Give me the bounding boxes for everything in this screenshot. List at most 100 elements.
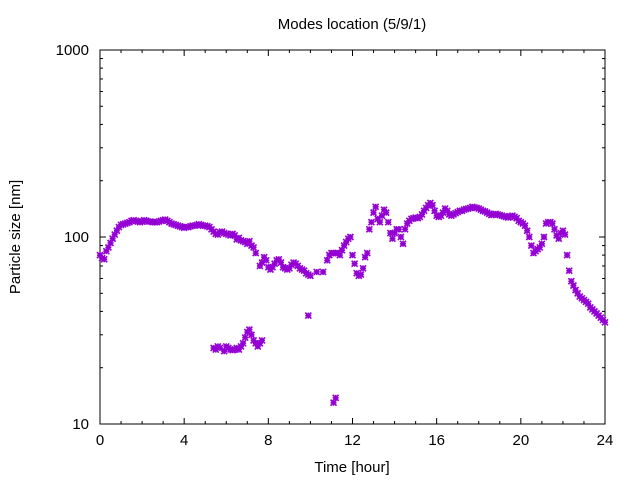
data-point xyxy=(443,207,451,215)
chart-title: Modes location (5/9/1) xyxy=(278,16,426,33)
data-point xyxy=(374,215,382,223)
data-point xyxy=(109,235,117,243)
data-point xyxy=(521,222,529,230)
data-point xyxy=(561,231,569,239)
data-point xyxy=(359,264,367,272)
data-point xyxy=(104,243,112,251)
data-point xyxy=(220,347,228,355)
data-point xyxy=(386,229,394,237)
data-point xyxy=(271,260,279,268)
data-point xyxy=(111,231,119,239)
data-point xyxy=(106,239,115,247)
data-point xyxy=(365,225,373,233)
y-tick-label: 100 xyxy=(64,229,89,246)
data-point xyxy=(338,246,346,254)
data-point xyxy=(601,318,609,326)
data-point xyxy=(351,260,359,268)
x-tick-label: 20 xyxy=(512,432,529,449)
data-point xyxy=(285,264,293,272)
data-point xyxy=(247,331,256,339)
data-point xyxy=(553,231,561,239)
data-point xyxy=(323,256,331,264)
data-point xyxy=(231,231,239,239)
data-point xyxy=(262,256,270,264)
data-point xyxy=(395,225,403,233)
data-point xyxy=(268,263,277,271)
data-point xyxy=(563,251,571,259)
data-point xyxy=(388,235,397,243)
data-point xyxy=(384,218,392,226)
data-point xyxy=(569,281,578,290)
data-point xyxy=(277,258,285,267)
data-point xyxy=(241,333,249,342)
x-tick-label: 12 xyxy=(344,432,361,449)
data-point xyxy=(237,236,245,244)
data-point xyxy=(523,227,531,235)
data-point xyxy=(376,218,384,226)
data-point xyxy=(306,272,314,280)
data-point xyxy=(258,336,266,344)
data-point xyxy=(245,325,253,334)
data-point xyxy=(428,201,437,209)
data-point xyxy=(391,229,399,237)
data-point xyxy=(304,312,312,320)
data-point xyxy=(540,233,548,241)
data-point xyxy=(555,235,563,243)
data-point xyxy=(346,233,354,241)
data-point xyxy=(340,241,348,250)
y-tick-label: 1000 xyxy=(56,42,89,59)
data-point xyxy=(584,300,592,308)
data-point xyxy=(239,237,247,245)
data-point xyxy=(319,268,327,276)
data-point xyxy=(565,267,573,275)
data-point xyxy=(113,227,121,235)
data-point xyxy=(382,209,390,217)
x-tick-label: 0 xyxy=(96,432,104,449)
x-tick-label: 24 xyxy=(597,432,614,449)
data-point xyxy=(369,209,378,217)
data-point xyxy=(372,203,380,211)
data-point xyxy=(245,237,253,245)
data-point xyxy=(574,289,582,297)
data-point xyxy=(548,219,556,228)
x-tick-label: 4 xyxy=(180,432,188,449)
data-point xyxy=(250,243,258,251)
data-point xyxy=(357,270,365,279)
data-points xyxy=(96,199,609,407)
data-point xyxy=(100,255,108,263)
data-point xyxy=(401,225,409,233)
data-point xyxy=(239,339,247,347)
data-point xyxy=(258,258,266,267)
y-tick-label: 10 xyxy=(72,416,89,433)
x-axis-label: Time [hour] xyxy=(314,459,389,476)
data-point xyxy=(102,247,110,255)
data-point xyxy=(332,394,340,402)
data-point xyxy=(536,243,544,251)
data-point xyxy=(538,240,546,248)
data-point xyxy=(216,344,224,352)
data-point xyxy=(275,255,283,263)
data-point xyxy=(363,249,371,257)
y-axis-label: Particle size [nm] xyxy=(7,180,24,294)
data-point xyxy=(348,251,357,259)
data-point xyxy=(559,227,567,235)
data-point xyxy=(567,277,575,285)
data-point xyxy=(367,218,376,226)
data-point xyxy=(550,225,559,233)
x-tick-label: 16 xyxy=(428,432,445,449)
data-point xyxy=(397,233,405,241)
x-tick-label: 8 xyxy=(264,432,272,449)
data-point xyxy=(525,233,533,241)
data-point xyxy=(329,399,338,407)
axis-ticks: 0 4 8 12 16 20 24 10 100 1000 xyxy=(56,42,614,449)
data-point xyxy=(252,249,260,257)
data-point xyxy=(342,238,350,246)
data-point xyxy=(256,262,264,270)
data-point xyxy=(439,209,447,217)
data-point xyxy=(418,210,426,219)
data-point xyxy=(399,240,407,248)
data-point xyxy=(430,207,439,215)
data-point xyxy=(361,253,369,261)
data-point xyxy=(336,251,344,259)
